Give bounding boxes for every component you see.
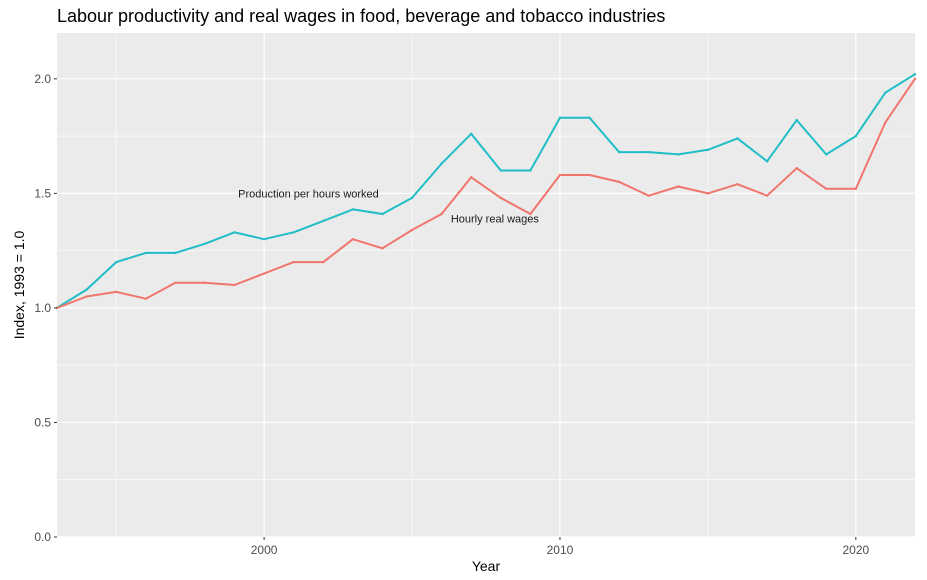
- annotation-productivity: Production per hours worked: [238, 188, 379, 200]
- data-point-productivity: [470, 132, 473, 135]
- data-point-productivity: [322, 219, 325, 223]
- data-point-wages: [706, 192, 710, 195]
- data-point-productivity: [765, 160, 769, 163]
- data-point-productivity: [114, 260, 118, 264]
- data-point-wages: [203, 281, 207, 284]
- y-tick-label: 0.0: [34, 530, 51, 544]
- data-point-productivity: [677, 153, 680, 156]
- data-point-productivity: [736, 137, 739, 140]
- data-point-wages: [795, 166, 798, 170]
- data-point-productivity: [647, 150, 650, 154]
- data-point-productivity: [262, 237, 266, 241]
- data-point-wages: [736, 183, 739, 186]
- y-tick-label: 1.5: [34, 186, 51, 200]
- data-point-productivity: [854, 134, 858, 138]
- data-point-wages: [588, 173, 591, 177]
- series-wages: [55, 77, 917, 310]
- data-point-productivity: [381, 212, 384, 216]
- data-point-productivity: [884, 91, 887, 94]
- data-point-wages: [884, 121, 887, 124]
- data-point-productivity: [292, 231, 295, 234]
- x-axis-title: Year: [472, 558, 501, 574]
- data-point-productivity: [706, 148, 710, 152]
- major-gridlines: [57, 33, 915, 538]
- y-axis-ticks: 0.0 0.5 1.0 1.5 2.0: [34, 72, 57, 544]
- x-tick-label: 2010: [547, 543, 574, 557]
- data-point-productivity: [144, 251, 147, 255]
- data-point-wages: [262, 272, 266, 275]
- data-point-productivity: [351, 208, 355, 211]
- data-point-productivity: [588, 116, 591, 119]
- data-point-productivity: [410, 196, 414, 200]
- y-tick-label: 2.0: [34, 72, 51, 86]
- data-point-wages: [558, 173, 562, 177]
- x-axis-ticks: 2000 2010 2020: [251, 537, 869, 557]
- minor-gridlines: [57, 33, 915, 537]
- data-point-productivity: [558, 116, 562, 119]
- series-line-wages: [56, 78, 916, 309]
- data-point-wages: [322, 260, 325, 264]
- data-point-wages: [470, 176, 473, 179]
- data-point-wages: [677, 185, 680, 188]
- data-point-wages: [233, 283, 236, 287]
- annotation-wages: Hourly real wages: [451, 214, 540, 226]
- data-point-wages: [410, 228, 414, 232]
- chart-title: Labour productivity and real wages in fo…: [57, 6, 665, 26]
- data-point-wages: [144, 297, 147, 300]
- data-point-wages: [440, 212, 443, 216]
- data-point-wages: [617, 180, 621, 184]
- data-point-wages: [765, 194, 769, 197]
- x-tick-label: 2020: [842, 543, 869, 557]
- data-point-wages: [529, 212, 532, 216]
- data-point-wages: [499, 196, 502, 200]
- data-point-productivity: [499, 169, 502, 172]
- data-point-wages: [114, 290, 118, 294]
- series-productivity: [55, 73, 917, 310]
- data-point-wages: [647, 194, 650, 197]
- data-point-wages: [854, 187, 858, 190]
- y-axis-title: Index, 1993 = 1.0: [11, 230, 27, 339]
- data-point-productivity: [529, 169, 532, 172]
- data-point-productivity: [440, 162, 443, 165]
- x-tick-label: 2000: [251, 543, 278, 557]
- data-point-productivity: [795, 118, 798, 122]
- data-point-wages: [381, 247, 384, 250]
- data-point-wages: [174, 281, 177, 284]
- plot-panel: [57, 33, 915, 537]
- series-layer: [55, 73, 917, 310]
- y-tick-label: 0.5: [34, 415, 51, 429]
- data-point-productivity: [85, 288, 88, 291]
- data-point-productivity: [913, 73, 917, 76]
- data-point-productivity: [203, 242, 207, 245]
- data-point-wages: [351, 237, 355, 241]
- data-point-productivity: [233, 231, 236, 234]
- data-point-wages: [85, 295, 88, 298]
- annotation-layer: Production per hours worked Hourly real w…: [238, 188, 539, 225]
- data-point-productivity: [174, 251, 177, 255]
- data-point-wages: [292, 260, 295, 264]
- data-point-productivity: [617, 150, 621, 154]
- data-point-wages: [825, 187, 828, 190]
- y-tick-label: 1.0: [34, 301, 51, 315]
- data-point-wages: [913, 77, 917, 81]
- series-line-productivity: [56, 73, 916, 309]
- data-point-productivity: [825, 153, 828, 156]
